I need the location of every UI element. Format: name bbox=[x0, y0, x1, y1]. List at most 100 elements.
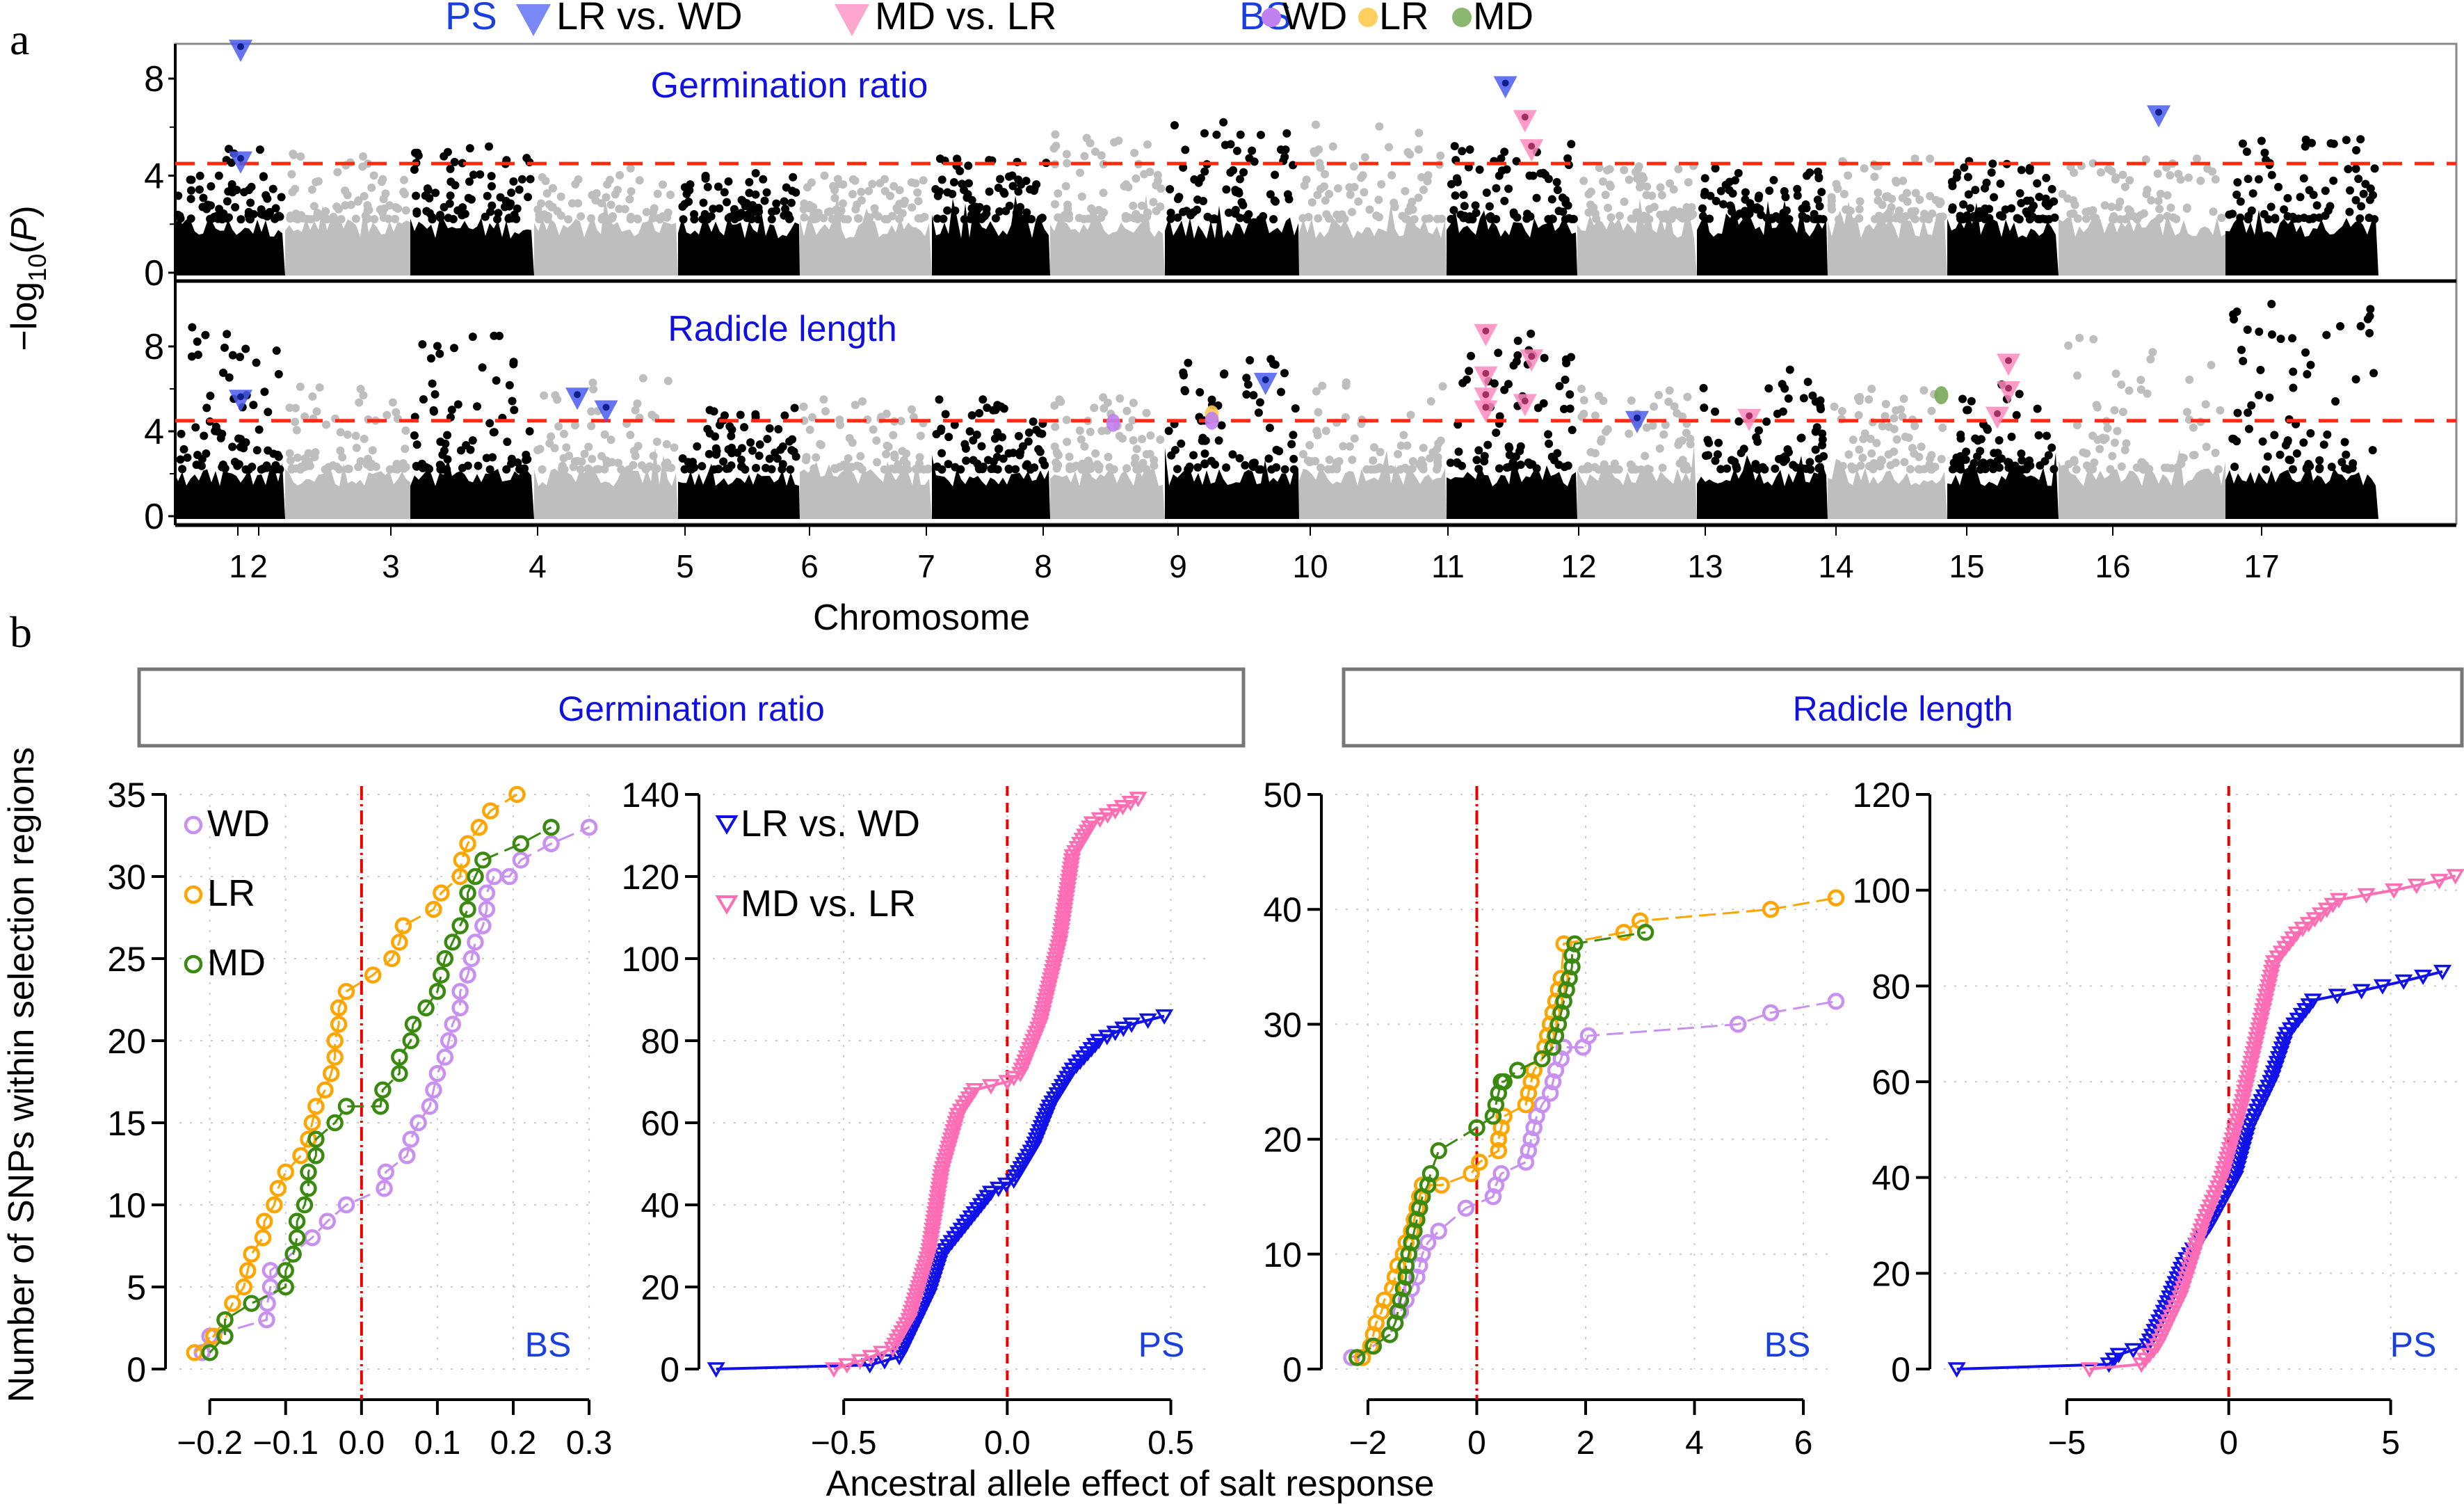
y-tick-label: 50 bbox=[1263, 776, 1302, 815]
snp-point bbox=[2038, 214, 2047, 223]
snp-point bbox=[1584, 465, 1593, 474]
snp-point bbox=[778, 460, 787, 469]
series-lrvswd bbox=[1947, 964, 2452, 1378]
data-point-circle bbox=[292, 1146, 309, 1165]
snp-point bbox=[1801, 200, 1810, 209]
x-tick-label: −5 bbox=[2048, 1425, 2086, 1462]
snp-point bbox=[195, 171, 204, 180]
snp-point bbox=[2329, 139, 2338, 148]
snp-point bbox=[1282, 129, 1291, 138]
snp-point bbox=[709, 205, 718, 214]
snp-point bbox=[606, 435, 615, 445]
snp-point bbox=[711, 444, 720, 453]
snp-point bbox=[1350, 434, 1359, 443]
x-tick-label: 0.0 bbox=[338, 1425, 385, 1462]
snp-point bbox=[1333, 184, 1342, 193]
snp-peak-point bbox=[819, 395, 828, 404]
snp-point bbox=[680, 183, 689, 192]
snp-point bbox=[705, 429, 714, 438]
snp-point bbox=[1728, 189, 1737, 198]
snp-point bbox=[1436, 436, 1445, 445]
snp-point bbox=[1894, 206, 1903, 215]
snp-point bbox=[424, 186, 433, 195]
legend-ps-group: PS bbox=[445, 0, 497, 38]
snp-point bbox=[352, 443, 361, 452]
snp-point bbox=[1116, 394, 1125, 403]
chromosome-xlabel: Chromosome bbox=[813, 598, 1030, 638]
data-point-circle bbox=[459, 900, 476, 918]
snp-point bbox=[678, 202, 687, 211]
data-point-triangle bbox=[1097, 1030, 1116, 1046]
snp-point bbox=[1235, 175, 1244, 184]
snp-point bbox=[887, 211, 896, 221]
data-point-triangle bbox=[1947, 1362, 1966, 1378]
snp-point bbox=[450, 157, 459, 166]
snp-point bbox=[1605, 180, 1614, 189]
snp-point bbox=[997, 402, 1006, 411]
snp-point bbox=[919, 465, 928, 474]
data-point-triangle bbox=[2287, 926, 2306, 943]
snp-point bbox=[1088, 215, 1097, 224]
snp-point bbox=[2120, 445, 2129, 454]
snp-point bbox=[570, 457, 579, 466]
legend-triangle-icon bbox=[715, 895, 739, 915]
snp-point bbox=[551, 391, 560, 400]
snp-point bbox=[1390, 202, 1399, 211]
snp-point bbox=[939, 214, 948, 223]
snp-point bbox=[1511, 463, 1520, 472]
snp-point bbox=[1682, 463, 1691, 472]
data-point-circle bbox=[1533, 1096, 1551, 1114]
snp-point bbox=[1259, 211, 1268, 221]
data-point-circle bbox=[1471, 1153, 1488, 1171]
snp-point bbox=[1305, 440, 1314, 449]
snp-point bbox=[418, 339, 427, 349]
snp-point bbox=[492, 376, 501, 385]
data-point-circle bbox=[402, 1032, 419, 1050]
snp-point bbox=[1891, 458, 1900, 467]
snp-point bbox=[443, 431, 452, 440]
snp-point bbox=[1321, 426, 1330, 435]
data-point-circle bbox=[1552, 1004, 1570, 1022]
snp-point bbox=[753, 215, 762, 224]
snp-point bbox=[933, 191, 942, 200]
snp-point bbox=[933, 214, 942, 223]
legend-lrwd-triangle-icon bbox=[516, 4, 551, 36]
snp-point bbox=[1032, 180, 1041, 189]
ps-marker-mdlr-triangle bbox=[1997, 381, 2020, 404]
snp-point bbox=[830, 186, 839, 195]
snp-point bbox=[1762, 417, 1771, 426]
snp-point bbox=[1956, 430, 1965, 439]
snp-point bbox=[535, 215, 544, 224]
snp-point bbox=[953, 155, 962, 164]
chromosome-block-2 bbox=[285, 203, 410, 275]
y-tick-label: 0 bbox=[144, 253, 164, 294]
snp-point bbox=[1401, 186, 1410, 195]
snp-point bbox=[385, 201, 394, 210]
snp-point bbox=[2336, 322, 2345, 331]
snp-point bbox=[880, 186, 889, 195]
snp-point bbox=[2229, 434, 2238, 443]
snp-point bbox=[1547, 195, 1556, 204]
snp-point bbox=[1482, 189, 1491, 198]
data-point-circle bbox=[300, 1180, 317, 1197]
snp-point bbox=[1254, 408, 1263, 417]
chromosome-tick-label: 4 bbox=[529, 548, 547, 584]
data-point-circle bbox=[296, 1196, 314, 1214]
chromosome-tick-label: 16 bbox=[2095, 548, 2130, 584]
y-tick-label: 40 bbox=[641, 1186, 679, 1225]
snp-point bbox=[259, 172, 268, 181]
snp-point bbox=[2217, 214, 2226, 223]
snp-point bbox=[1699, 383, 1708, 392]
snp-point bbox=[2072, 371, 2081, 380]
chromosome-block-6 bbox=[800, 461, 932, 519]
snp-point bbox=[652, 438, 661, 447]
data-point-circle bbox=[266, 1196, 283, 1214]
snp-point bbox=[1354, 197, 1363, 206]
snp-point bbox=[522, 450, 531, 459]
snp-point bbox=[1830, 402, 1839, 411]
snp-point bbox=[560, 465, 569, 474]
snp-point bbox=[2110, 438, 2119, 447]
snp-point bbox=[1561, 195, 1570, 205]
ylabel-paren-close: ) bbox=[4, 205, 45, 217]
snp-point bbox=[1014, 431, 1023, 440]
